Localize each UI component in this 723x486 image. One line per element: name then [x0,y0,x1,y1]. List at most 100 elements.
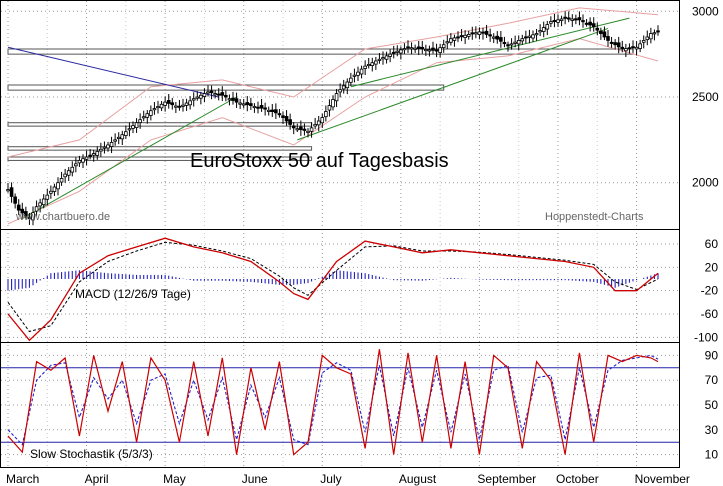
bollinger-upper-band [7,7,659,158]
candle-body [177,105,182,108]
candle-body [534,33,539,36]
resistance-box [7,156,313,161]
candle-body [374,60,378,65]
trendline [22,96,237,220]
price-axis-tick-label: 3000 [692,4,719,18]
y-axis-labels: 3000 2500 2000 60 20 -20 -60 -100 90 70 50 30 10 [692,4,719,461]
stochastic-k-line [7,349,659,456]
resistance-box [7,122,313,127]
price-axis-tick-label: 2500 [692,90,719,104]
candle-body [641,40,646,43]
candle-body [31,212,35,221]
candle-body [606,36,610,41]
candle-body [349,77,353,83]
candle-body [399,49,403,54]
candle-body [613,42,617,46]
candle-body [170,102,175,106]
candle-body [363,65,367,69]
candle-body [345,81,350,89]
candle-body [249,103,253,106]
candle-body [570,18,575,21]
candle-body [199,94,203,99]
trendline [297,27,609,141]
candle-body [99,148,103,152]
candle-body [377,58,382,61]
candle-body [459,35,464,38]
candle-body [234,98,239,103]
candle-body [449,38,453,43]
candle-body [181,104,185,107]
candle-body [116,136,121,140]
candle-body [127,128,132,131]
candle-body [245,102,250,106]
candle-body [370,62,375,66]
candle-body [352,74,357,77]
candle-body [581,20,585,23]
candle-body [620,46,625,50]
candle-body [524,36,528,39]
candle-body [602,31,607,38]
candle-body [295,128,300,131]
candle-body [284,116,289,122]
candle-body [431,47,435,51]
candle-body [41,198,46,206]
candle-body [627,47,632,50]
candle-body [520,38,525,42]
candle-body [316,120,321,126]
stochastic-label: Slow Stochastik (5/3/3) [30,447,153,461]
candle-body [213,93,217,96]
candle-body [609,41,614,44]
candle-body [341,85,346,90]
candle-body [416,46,421,49]
candle-body [466,34,471,37]
candle-body [106,144,110,149]
candle-body [384,55,389,60]
candle-body [391,51,396,54]
grid-lines [1,1,679,467]
candle-body [509,43,514,46]
candle-body [256,106,260,109]
stochastic-axis-tick-label: 90 [705,348,719,362]
candle-body [49,190,53,194]
candle-body [159,103,164,109]
candle-body [174,105,178,108]
candle-body [563,16,567,19]
trendline [7,46,219,98]
candle-body [134,122,139,128]
candle-body [195,96,200,99]
candle-body [356,71,360,76]
candle-body [27,216,32,220]
candle-body [270,109,275,112]
candle-body [588,21,592,26]
candle-body [188,100,192,106]
candle-body [281,115,285,118]
macd-axis-tick-label: -60 [701,307,719,321]
chart-title: EuroStoxx 50 auf Tagesbasis [190,150,449,172]
candle-body [366,64,371,67]
candle-body [552,20,557,23]
candle-body [556,19,560,23]
candle-body [66,170,71,176]
candle-body [149,110,153,116]
month-axis-label: July [320,472,341,486]
candle-body [402,48,407,51]
candle-body [238,102,242,105]
candle-body [591,23,596,28]
month-axis-label: April [85,472,109,486]
candle-body [306,130,310,133]
candle-body [274,109,278,114]
candle-body [299,126,303,130]
trendline [350,17,630,88]
candle-body [574,18,578,21]
candle-body [477,31,482,35]
candle-body [34,206,39,212]
candle-body [388,53,392,57]
month-axis-label: August [399,472,437,486]
candle-body [652,32,657,35]
candle-body [638,43,642,49]
candle-body [634,46,639,50]
candle-body [224,94,228,98]
candle-body [495,35,500,40]
candle-body [13,196,17,204]
candle-body [434,49,439,52]
